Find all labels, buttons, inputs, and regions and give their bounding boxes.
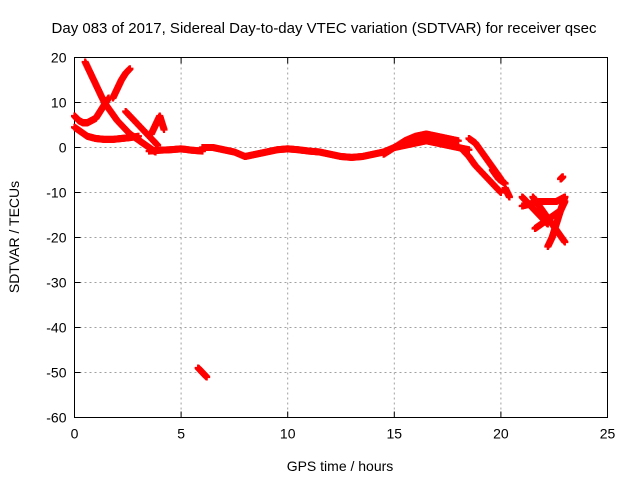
y-tick-label: -30 [46,275,66,291]
y-tick-label: -10 [46,185,66,201]
series-arc-13 [488,166,509,187]
data-point [160,126,168,133]
data-point [561,193,569,201]
y-tick-label: -20 [46,230,66,246]
y-tick-label: -60 [46,410,66,426]
x-tick-label: 0 [71,426,79,442]
data-point [454,137,462,145]
data-point [559,173,567,181]
series-arc-2 [71,94,113,127]
series-arc-17 [529,193,569,246]
series-arc-6 [147,112,168,138]
series-arc-10 [380,130,462,158]
x-axis-label: GPS time / hours [287,458,394,474]
data-point [126,65,134,73]
series-arc-3 [71,123,142,143]
y-tick-label: 0 [59,140,67,156]
data-point [134,132,142,140]
points-layer [71,58,569,381]
plot-frame [74,57,608,418]
x-tick-label: 5 [177,426,185,442]
data-point [505,193,513,201]
series-arc-20 [557,173,567,183]
y-tick-label: 20 [51,50,67,66]
grid-layer [74,57,608,418]
series-arc-14 [501,184,513,201]
chart-title: Day 083 of 2017, Sidereal Day-to-day VTE… [52,20,597,37]
series-arc-4 [109,65,134,102]
series-arc-19 [544,193,569,250]
series-arc-12 [459,146,505,196]
series-arc-7 [145,145,206,155]
y-axis-label: SDTVAR / TECUs [6,181,22,293]
data-point [497,189,505,196]
y-tick-label: 10 [51,95,67,111]
x-tick-label: 25 [600,426,616,442]
y-tick-label: -40 [46,320,66,336]
x-tick-label: 15 [387,426,403,442]
data-point [203,373,211,381]
x-tick-label: 20 [493,426,509,442]
x-tick-label: 10 [280,426,296,442]
series-arc-9 [198,137,473,161]
series-arc-8 [194,364,211,381]
y-tick-label: -50 [46,365,66,381]
data-point [561,238,569,246]
